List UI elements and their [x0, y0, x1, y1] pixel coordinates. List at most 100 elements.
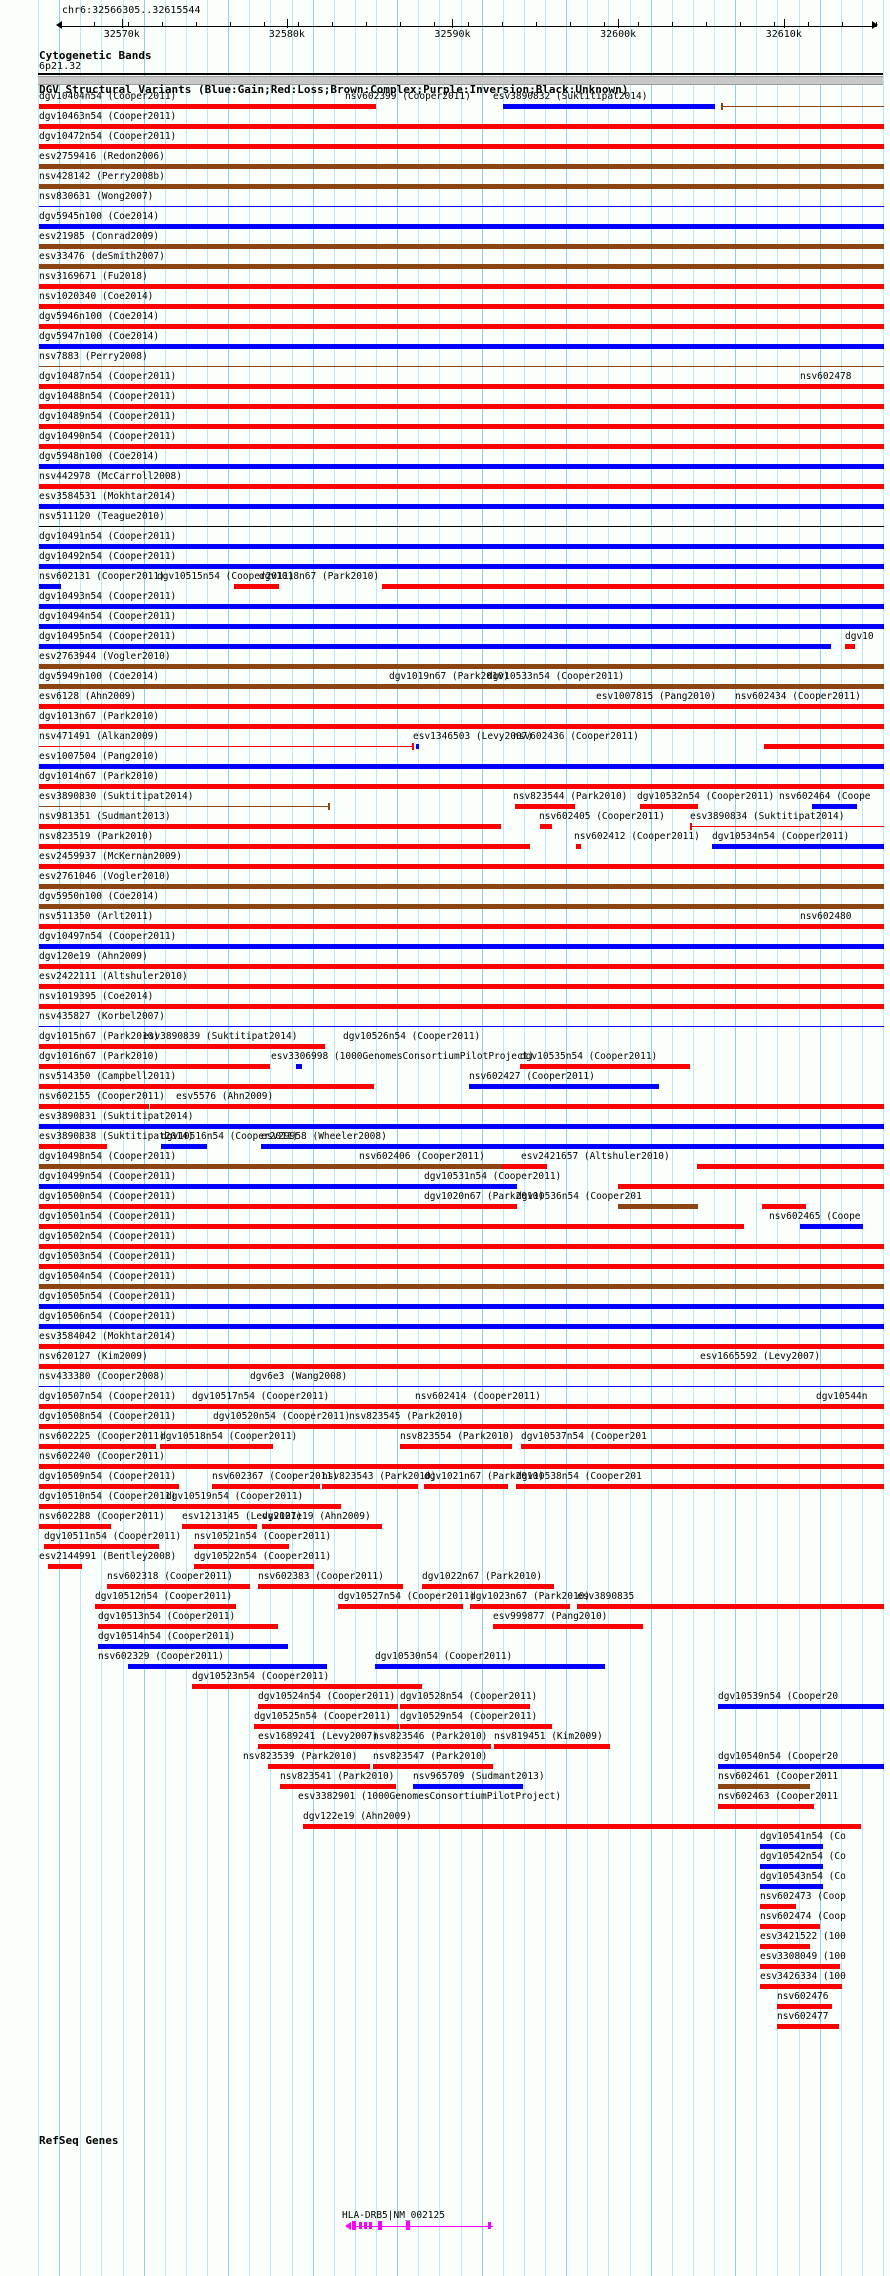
variant-label[interactable]: dgv121e19 (Ahn2009) — [262, 1511, 371, 1522]
variant-feature-bar[interactable] — [39, 344, 884, 349]
variant-feature-bar[interactable] — [39, 384, 884, 389]
variant-feature-bar[interactable] — [39, 104, 376, 109]
variant-feature-bar[interactable] — [515, 804, 575, 809]
variant-feature-bar[interactable] — [194, 1564, 314, 1569]
variant-label[interactable]: dgv10499n54 (Cooper2011) — [39, 1171, 177, 1182]
variant-feature-bar[interactable] — [39, 904, 884, 909]
variant-feature-bar[interactable] — [39, 1104, 149, 1109]
variant-label[interactable]: esv2759416 (Redon2006) — [39, 151, 165, 162]
variant-feature-bar[interactable] — [516, 1484, 884, 1489]
variant-feature-bar[interactable] — [39, 1386, 884, 1387]
variant-feature-bar[interactable] — [44, 1544, 159, 1549]
variant-label[interactable]: dgv1021n67 (Park2010) — [424, 1471, 545, 1482]
variant-label[interactable]: nsv7883 (Perry2008) — [39, 351, 148, 362]
variant-label[interactable]: dgv10515n54 (Cooper2011) — [157, 571, 295, 582]
variant-label[interactable]: dgv1023n67 (Park2010) — [470, 1591, 591, 1602]
variant-label[interactable]: nsv602318 (Cooper2011) — [107, 1571, 233, 1582]
variant-feature-bar[interactable] — [760, 1844, 823, 1849]
variant-feature-bar[interactable] — [39, 604, 884, 609]
variant-feature-bar[interactable] — [39, 1364, 884, 1369]
variant-label[interactable]: dgv120e19 (Ahn2009) — [39, 951, 148, 962]
variant-feature-bar[interactable] — [494, 1744, 610, 1749]
variant-label[interactable]: dgv10404n54 (Cooper2011) — [39, 91, 177, 102]
variant-feature-bar[interactable] — [39, 304, 884, 309]
variant-feature-bar[interactable] — [280, 1784, 396, 1789]
variant-feature-bar[interactable] — [39, 1424, 884, 1429]
variant-feature-bar[interactable] — [760, 1924, 820, 1929]
variant-feature-bar[interactable] — [760, 1944, 810, 1949]
variant-label[interactable]: dgv10488n54 (Cooper2011) — [39, 391, 177, 402]
variant-feature-bar[interactable] — [469, 1084, 659, 1089]
variant-feature-bar[interactable] — [520, 1064, 690, 1069]
variant-feature-bar[interactable] — [166, 1504, 341, 1509]
variant-feature-bar[interactable] — [718, 1804, 814, 1809]
variant-label[interactable]: nsv471491 (Alkan2009) — [39, 731, 160, 742]
variant-feature-bar[interactable] — [39, 746, 414, 747]
variant-feature-bar[interactable] — [760, 1884, 823, 1889]
gene-exon[interactable] — [369, 2222, 372, 2229]
variant-feature-bar[interactable] — [39, 224, 884, 229]
variant-label[interactable]: dgv10530n54 (Cooper2011) — [375, 1651, 513, 1662]
variant-label[interactable]: dgv5948n100 (Coe2014) — [39, 451, 160, 462]
variant-feature-bar[interactable] — [39, 884, 884, 889]
variant-label[interactable]: dgv10507n54 (Cooper2011) — [39, 1391, 177, 1402]
variant-label[interactable]: esv29958 (Wheeler2008) — [261, 1131, 387, 1142]
variant-feature-bar[interactable] — [39, 1324, 884, 1329]
variant-feature-bar[interactable] — [540, 824, 552, 829]
variant-label[interactable]: nsv602478 — [800, 371, 852, 382]
variant-label[interactable]: dgv10527n54 (Cooper2011) — [338, 1591, 476, 1602]
variant-label[interactable]: dgv1015n67 (Park2010) — [39, 1031, 160, 1042]
variant-label[interactable]: dgv10508n54 (Cooper2011) — [39, 1411, 177, 1422]
variant-label[interactable]: dgv10523n54 (Cooper2011) — [192, 1671, 330, 1682]
variant-label[interactable]: esv1665592 (Levy2007) — [700, 1351, 821, 1362]
variant-feature-bar[interactable] — [39, 1464, 884, 1469]
variant-label[interactable]: esv3890835 — [577, 1591, 635, 1602]
variant-label[interactable]: dgv10513n54 (Cooper2011) — [98, 1611, 236, 1622]
variant-feature-bar[interactable] — [234, 584, 279, 589]
variant-feature-bar[interactable] — [39, 124, 884, 129]
variant-feature-bar[interactable] — [322, 1484, 418, 1489]
variant-label[interactable]: dgv10489n54 (Cooper2011) — [39, 411, 177, 422]
variant-label[interactable]: nsv602461 (Cooper2011 — [718, 1771, 839, 1782]
variant-feature-bar[interactable] — [640, 804, 698, 809]
variant-label[interactable]: dgv10520n54 (Cooper2011) — [213, 1411, 351, 1422]
variant-feature-bar[interactable] — [150, 1104, 884, 1109]
variant-label[interactable]: nsv602473 (Coop — [760, 1891, 846, 1902]
variant-label[interactable]: nsv602474 (Coop — [760, 1911, 846, 1922]
variant-feature-bar[interactable] — [503, 104, 715, 109]
variant-label[interactable]: nsv602427 (Cooper2011) — [469, 1071, 595, 1082]
variant-label[interactable]: esv1007504 (Pang2010) — [39, 751, 160, 762]
variant-label[interactable]: nsv3169671 (Fu2018) — [39, 271, 148, 282]
variant-label[interactable]: dgv10529n54 (Cooper2011) — [400, 1711, 538, 1722]
variant-feature-bar[interactable] — [762, 1204, 806, 1209]
variant-feature-bar[interactable] — [39, 164, 884, 169]
variant-label[interactable]: esv1007815 (Pang2010) — [596, 691, 717, 702]
variant-feature-bar[interactable] — [39, 544, 884, 549]
ruler-right-arrow-icon[interactable] — [872, 21, 878, 29]
variant-feature-bar[interactable] — [39, 424, 884, 429]
variant-feature-bar[interactable] — [39, 584, 61, 589]
variant-feature-bar[interactable] — [262, 1524, 382, 1529]
variant-label[interactable]: dgv10543n54 (Co — [760, 1871, 846, 1882]
variant-feature-bar[interactable] — [39, 526, 884, 527]
variant-label[interactable]: dgv10514n54 (Cooper2011) — [98, 1631, 236, 1642]
variant-feature-bar[interactable] — [258, 1584, 403, 1589]
variant-label[interactable]: dgv10502n54 (Cooper2011) — [39, 1231, 177, 1242]
variant-label[interactable]: nsv602414 (Cooper2011) — [415, 1391, 541, 1402]
variant-label[interactable]: dgv10533n54 (Cooper2011) — [487, 671, 625, 682]
variant-label[interactable]: dgv10537n54 (Cooper201 — [521, 1431, 647, 1442]
variant-label[interactable]: nsv1019395 (Coe2014) — [39, 991, 154, 1002]
variant-label[interactable]: dgv10506n54 (Cooper2011) — [39, 1311, 177, 1322]
variant-label[interactable]: esv1213145 (Levy2007) — [182, 1511, 303, 1522]
variant-feature-bar[interactable] — [39, 1224, 744, 1229]
variant-label[interactable]: dgv5950n100 (Coe2014) — [39, 891, 160, 902]
variant-feature-bar[interactable] — [39, 944, 884, 949]
variant-feature-bar[interactable] — [39, 764, 884, 769]
variant-feature-bar[interactable] — [39, 704, 884, 709]
variant-label[interactable]: nsv823547 (Park2010) — [373, 1751, 488, 1762]
variant-label[interactable]: nsv511120 (Teague2010) — [39, 511, 165, 522]
variant-feature-bar[interactable] — [98, 1624, 278, 1629]
variant-feature-bar[interactable] — [422, 1584, 554, 1589]
variant-feature-bar[interactable] — [107, 1584, 250, 1589]
variant-feature-bar[interactable] — [39, 1124, 884, 1129]
